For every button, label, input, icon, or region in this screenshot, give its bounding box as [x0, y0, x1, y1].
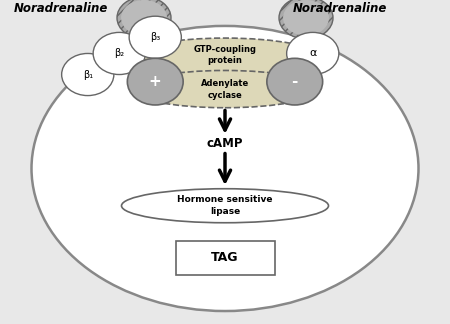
Text: β₃: β₃ [150, 32, 160, 42]
Ellipse shape [267, 58, 323, 105]
Ellipse shape [121, 0, 167, 36]
Text: TAG: TAG [211, 251, 239, 264]
Ellipse shape [93, 32, 145, 75]
Text: +: + [149, 74, 162, 89]
Bar [176, 240, 274, 275]
Text: Adenylate
cyclase: Adenylate cyclase [201, 79, 249, 99]
Ellipse shape [127, 58, 183, 105]
Ellipse shape [62, 53, 114, 96]
Text: α: α [309, 49, 316, 58]
Ellipse shape [283, 0, 329, 36]
Ellipse shape [129, 16, 181, 58]
Ellipse shape [130, 38, 320, 75]
Ellipse shape [32, 26, 419, 311]
Ellipse shape [287, 32, 339, 75]
Ellipse shape [279, 0, 333, 39]
Text: β₂: β₂ [114, 49, 124, 58]
Ellipse shape [117, 0, 171, 39]
Ellipse shape [122, 189, 328, 223]
Text: Hormone sensitive
lipase: Hormone sensitive lipase [177, 195, 273, 216]
Text: β₁: β₁ [83, 70, 93, 79]
Ellipse shape [130, 71, 320, 108]
Text: -: - [292, 74, 298, 89]
Text: cAMP: cAMP [207, 137, 243, 150]
Text: Noradrenaline: Noradrenaline [292, 2, 387, 15]
Text: Noradrenaline: Noradrenaline [14, 2, 108, 15]
Text: GTP-coupling
protein: GTP-coupling protein [194, 45, 256, 65]
